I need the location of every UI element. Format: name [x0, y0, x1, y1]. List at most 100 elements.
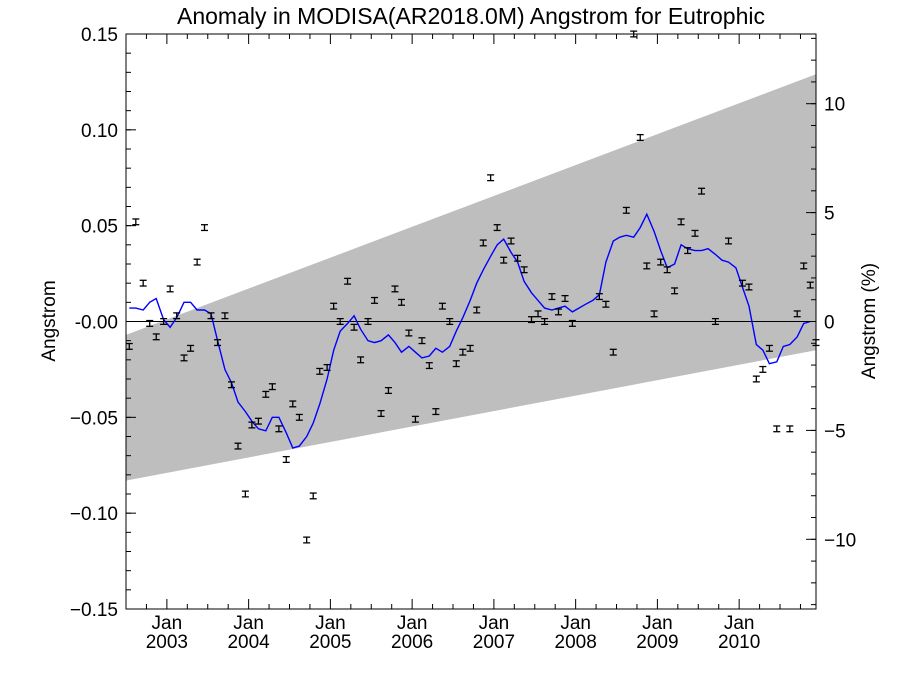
- y-tick-label: −0.05: [70, 408, 118, 429]
- y2-tick-label: −5: [824, 421, 846, 442]
- data-point: [752, 375, 760, 383]
- data-point: [173, 312, 181, 320]
- data-point: [466, 344, 474, 352]
- data-point: [336, 317, 344, 326]
- data-point: [350, 323, 358, 331]
- y-tick-label: 0.10: [81, 121, 118, 142]
- data-point: [344, 277, 352, 285]
- data-point: [357, 356, 365, 364]
- data-point: [248, 421, 256, 429]
- data-point: [677, 218, 685, 226]
- x-tick-year: 2006: [391, 632, 433, 653]
- data-point: [411, 415, 419, 423]
- data-point: [479, 239, 487, 247]
- data-point: [793, 310, 801, 318]
- data-point: [227, 381, 235, 389]
- data-point: [295, 413, 303, 421]
- x-tick-year: 2003: [146, 632, 188, 653]
- data-point: [309, 492, 317, 500]
- chart-title: Anomaly in MODISA(AR2018.0M) Angstrom fo…: [177, 3, 765, 29]
- data-point: [221, 312, 229, 320]
- data-point: [806, 281, 814, 289]
- x-tick-month: Jan: [560, 613, 591, 634]
- data-point: [234, 442, 242, 450]
- data-point: [289, 400, 297, 408]
- y-tick-label: 0.05: [81, 217, 118, 238]
- data-point: [622, 206, 630, 214]
- data-point: [487, 174, 495, 182]
- data-point: [786, 425, 794, 433]
- y2-tick-label: 5: [824, 204, 835, 225]
- y2-tick-label: 10: [824, 95, 845, 116]
- x-tick-month: Jan: [724, 613, 755, 634]
- y-tick-label: 0.15: [81, 25, 118, 46]
- data-point: [425, 362, 433, 370]
- data-point: [146, 319, 154, 327]
- data-point: [139, 279, 147, 287]
- data-point: [132, 218, 140, 226]
- data-point: [548, 293, 556, 301]
- data-point: [330, 302, 338, 310]
- data-point: [520, 266, 528, 274]
- x-tick-month: Jan: [152, 613, 183, 634]
- data-point: [711, 317, 719, 326]
- running-mean-line: [129, 212, 811, 449]
- data-point: [323, 363, 331, 372]
- data-point: [500, 256, 508, 264]
- x-tick-month: Jan: [642, 613, 673, 634]
- y-axis-title: Angstrom: [39, 280, 60, 361]
- data-point: [275, 425, 283, 433]
- data-point: [765, 344, 773, 352]
- trend-band-layer: [126, 74, 816, 481]
- data-point: [160, 317, 168, 326]
- x-tick-year: 2010: [718, 632, 760, 653]
- y-tick-label: −0.15: [70, 600, 118, 621]
- data-point: [187, 344, 195, 352]
- x-tick-year: 2009: [636, 632, 678, 653]
- data-point: [568, 319, 576, 327]
- data-point: [684, 247, 692, 255]
- data-point: [595, 293, 603, 301]
- data-point: [268, 383, 276, 391]
- data-point: [493, 224, 501, 232]
- data-point: [207, 312, 215, 320]
- data-point: [507, 237, 515, 245]
- data-point: [541, 317, 549, 326]
- data-point: [214, 339, 222, 347]
- data-point: [452, 360, 460, 368]
- data-point: [377, 409, 385, 418]
- data-point: [473, 306, 481, 314]
- data-point: [459, 348, 467, 356]
- data-point: [200, 224, 208, 232]
- data-point: [125, 342, 133, 350]
- data-point: [391, 285, 399, 293]
- data-point: [180, 354, 188, 362]
- data-point: [527, 316, 535, 324]
- data-point: [773, 425, 781, 433]
- data-point: [316, 367, 324, 375]
- y2-tick-label: −10: [824, 530, 856, 551]
- data-point: [636, 133, 644, 142]
- data-point: [602, 300, 610, 308]
- data-point: [738, 279, 746, 287]
- data-point: [405, 329, 413, 337]
- x-tick-month: Jan: [233, 613, 264, 634]
- data-point: [745, 283, 753, 291]
- data-point: [418, 337, 426, 345]
- data-point: [364, 317, 372, 326]
- data-point: [371, 296, 379, 304]
- data-point: [398, 298, 406, 306]
- y2-axis-title: Angstrom (%): [859, 263, 880, 379]
- data-point: [384, 386, 392, 395]
- trend-band: [126, 74, 816, 481]
- data-point: [698, 187, 706, 195]
- data-point: [554, 308, 562, 316]
- data-point: [663, 266, 671, 274]
- data-point: [657, 258, 665, 266]
- data-point: [671, 287, 679, 295]
- x-tick-year: 2005: [309, 632, 351, 653]
- data-point: [166, 285, 174, 293]
- data-point: [800, 262, 808, 270]
- data-point: [303, 536, 311, 544]
